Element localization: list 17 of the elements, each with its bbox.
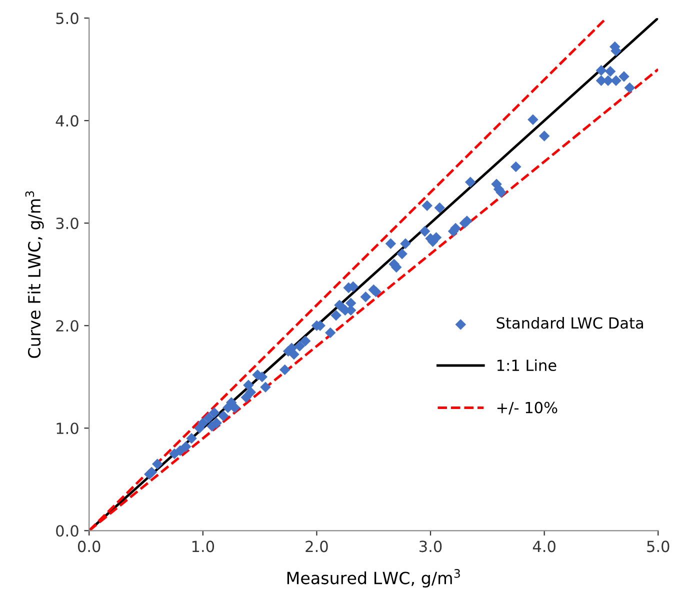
y-tick-label: 1.0 [56,422,78,434]
y-tick-label: 2.0 [56,320,78,332]
y-tick-label: 0.0 [56,525,78,537]
x-tick-label: 3.0 [420,540,442,552]
y-tick-label: 5.0 [56,12,78,24]
y-tick-label: 3.0 [56,218,78,230]
x-axis-title: Measured LWC, g/m$^{3}$ [287,569,460,588]
legend-label: Standard LWC Data [496,316,643,329]
legend-label: 1:1 Line [497,359,556,372]
x-tick-label: 0.0 [78,540,100,552]
x-tick-label: 1.0 [192,540,214,552]
x-tick-label: 5.0 [647,540,670,552]
x-tick-label: 2.0 [306,540,328,552]
legend-label: +/- 10% [497,402,558,415]
x-tick-label: 4.0 [532,540,556,552]
y-axis-title: Curve Fit LWC, g/m$^{3}$ [25,191,44,358]
y-tick-label: 4.0 [56,115,78,127]
